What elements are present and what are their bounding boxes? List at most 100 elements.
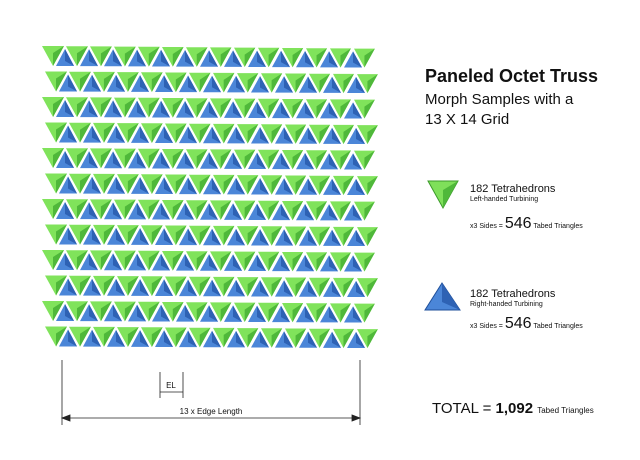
green-facet [292,48,304,68]
green-facet [292,252,304,272]
green-facet [268,251,280,272]
blue-facet [113,151,122,169]
blue-facet [284,76,293,93]
green-facet [244,98,256,118]
blue-facet [257,254,266,271]
green-facet [175,72,187,93]
green-facet [103,173,115,194]
green-facet [103,122,115,143]
green-facet [100,97,112,118]
blue-facet [140,75,149,92]
blue-facet [236,228,245,246]
triangles: 546 [505,215,532,232]
green-facet [247,277,259,297]
blue-facet [236,75,245,93]
green-facet [268,149,280,170]
green-facet [196,302,208,322]
blue-facet [284,280,293,297]
green-facet [295,73,307,93]
green-facet [271,73,283,93]
green-facet [316,99,328,119]
green-facet [175,225,187,246]
green-facet [127,72,139,92]
blue-facet [113,100,122,118]
blue-facet [92,74,101,92]
green-facet [148,250,160,271]
blue-facet [356,331,365,348]
green-facet [223,123,235,144]
blue-facet [68,329,77,347]
green-facet [196,200,208,220]
green-facet [56,122,67,143]
green-facet [53,46,64,66]
blue-facet [332,127,341,144]
green-facet [340,48,351,68]
blue-facet [68,227,77,245]
blue-facet [209,305,218,322]
green-facet [244,47,256,67]
group-count: 182 Tetrahedrons [470,183,556,195]
blue-facet [161,151,170,169]
green-facet [295,277,307,297]
blue-facet [305,255,314,272]
green-facet [247,73,259,93]
blue-facet [113,304,122,322]
green-facet [148,301,160,322]
blue-facet [281,101,290,119]
green-facet [79,122,91,143]
green-facet [53,199,64,219]
total-label: TOTAL = [432,400,492,417]
green-facet [271,277,283,297]
blue-facet [92,125,101,143]
blue-facet [236,177,245,195]
green-facet [223,174,235,195]
blue-facet [353,153,362,170]
blue-facet [68,74,77,92]
green-facet [76,46,88,67]
blue-facet [161,202,170,220]
green-facet [79,71,91,92]
green-facet [199,225,211,246]
green-facet [271,226,283,246]
green-facet [268,98,280,119]
count: 182 [470,288,488,300]
green-facet [271,124,283,144]
blue-facet [305,102,314,119]
blue-facet [65,100,74,117]
blue-facet [116,278,125,296]
blue-facet [332,76,341,93]
blue-facet [257,101,266,118]
green-facet [100,250,112,271]
green-facet [343,73,354,93]
green-facet [244,149,256,169]
blue-facet [188,330,197,348]
green-facet [172,251,184,271]
green-facet [268,47,280,68]
blue-facet [68,278,77,296]
green-facet [319,73,331,93]
green-facet [53,148,64,168]
blue-facet [257,203,266,220]
green-facet [175,123,187,144]
blue-facet [185,50,194,67]
blue-facet [65,151,74,168]
total-unit: Tabed Triangles [537,406,593,415]
blue-facet [188,228,197,246]
blue-facet [209,152,218,169]
green-facet [124,148,136,169]
green-facet [367,329,378,349]
green-facet [292,99,304,119]
green-facet [79,224,91,245]
green-facet [127,276,139,296]
blue-facet [92,227,101,245]
blue-facet [257,305,266,322]
green-facet [175,174,187,195]
blue-facet [236,330,245,348]
group-sides: x3 Sides = 546 Tabed Triangles [470,315,583,332]
green-facet [292,201,304,221]
green-facet [220,149,232,169]
title: Paneled Octet Truss [425,66,598,86]
blue-facet [113,202,122,220]
blue-facet [137,202,146,220]
blue-facet [89,202,98,220]
